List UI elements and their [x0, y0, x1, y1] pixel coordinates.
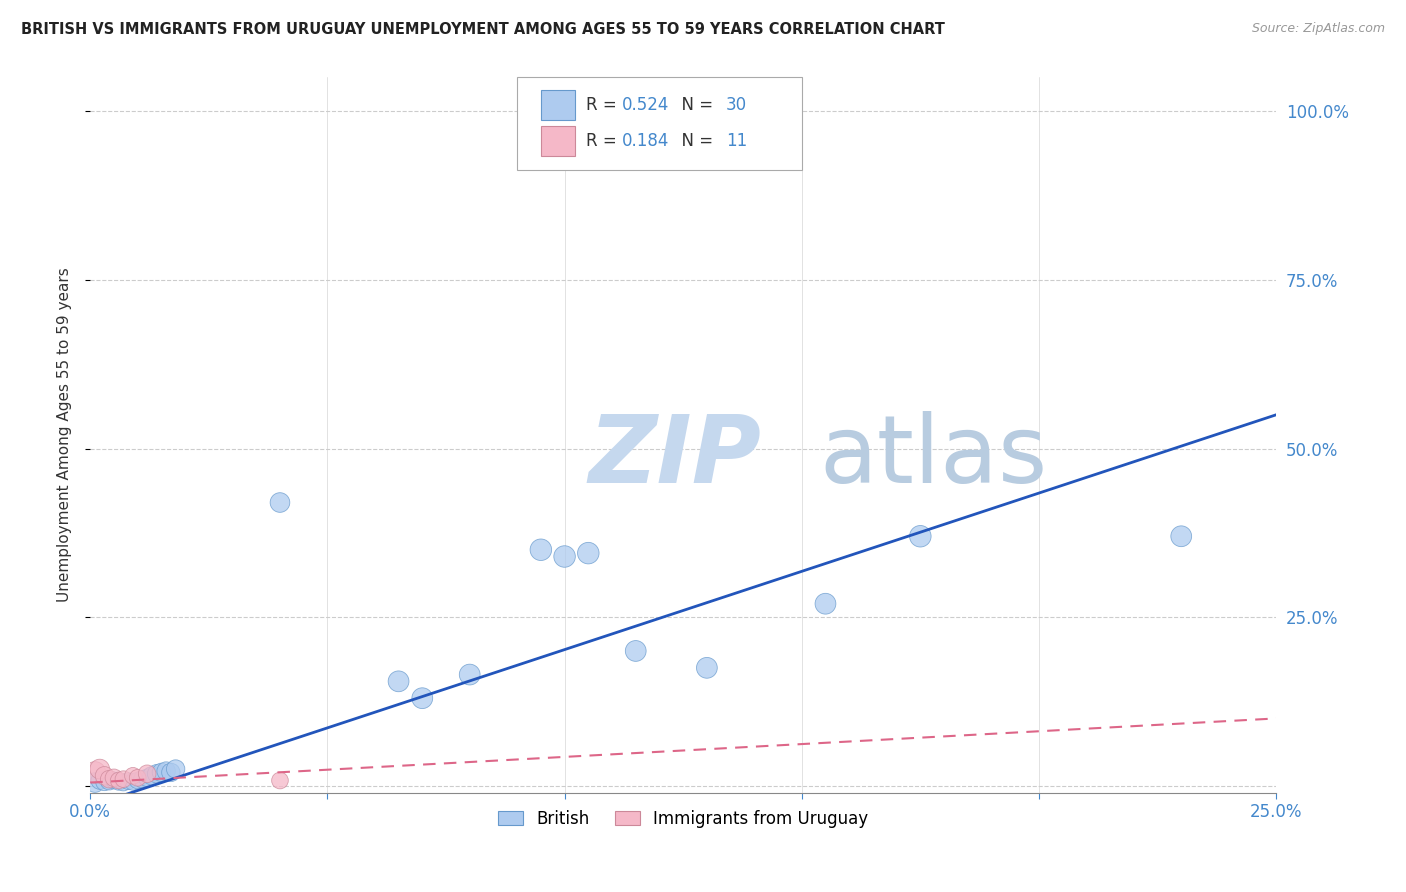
- Point: [98, 772, 121, 786]
- Point: [84, 765, 107, 780]
- Point: [127, 773, 149, 788]
- Point: [155, 764, 177, 778]
- Text: 11: 11: [725, 132, 747, 150]
- Text: atlas: atlas: [820, 410, 1047, 502]
- Point: [127, 771, 149, 785]
- Point: [93, 775, 115, 789]
- Text: R =: R =: [586, 96, 621, 114]
- FancyBboxPatch shape: [541, 126, 575, 156]
- Legend: British, Immigrants from Uruguay: British, Immigrants from Uruguay: [492, 803, 875, 834]
- Text: ZIP: ZIP: [588, 410, 761, 502]
- FancyBboxPatch shape: [517, 78, 801, 170]
- Point: [89, 773, 111, 788]
- Point: [84, 775, 107, 789]
- Y-axis label: Unemployment Among Ages 55 to 59 years: Unemployment Among Ages 55 to 59 years: [58, 268, 72, 602]
- Point: [103, 771, 125, 785]
- Text: 0.184: 0.184: [621, 132, 669, 150]
- Point: [576, 546, 599, 560]
- Point: [103, 773, 125, 788]
- Point: [150, 765, 173, 780]
- Point: [624, 644, 647, 658]
- Point: [112, 772, 135, 786]
- Text: N =: N =: [671, 132, 724, 150]
- Point: [458, 667, 481, 681]
- Point: [117, 774, 139, 789]
- Text: 30: 30: [725, 96, 747, 114]
- Point: [387, 674, 409, 689]
- Point: [1170, 529, 1192, 543]
- Point: [112, 775, 135, 789]
- Point: [136, 766, 159, 780]
- Text: 0.524: 0.524: [621, 96, 669, 114]
- Text: BRITISH VS IMMIGRANTS FROM URUGUAY UNEMPLOYMENT AMONG AGES 55 TO 59 YEARS CORREL: BRITISH VS IMMIGRANTS FROM URUGUAY UNEMP…: [21, 22, 945, 37]
- Point: [269, 495, 291, 509]
- Point: [696, 661, 718, 675]
- Point: [136, 771, 159, 785]
- Point: [269, 773, 291, 788]
- Point: [93, 769, 115, 783]
- Point: [814, 597, 837, 611]
- Point: [910, 529, 932, 543]
- Point: [122, 769, 145, 783]
- Point: [98, 774, 121, 789]
- Point: [530, 542, 553, 557]
- Point: [411, 691, 433, 706]
- Point: [165, 762, 187, 776]
- Point: [141, 769, 163, 783]
- Text: R =: R =: [586, 132, 627, 150]
- Text: N =: N =: [671, 96, 718, 114]
- Point: [122, 775, 145, 789]
- Point: [107, 773, 129, 788]
- Point: [160, 765, 183, 780]
- Text: Source: ZipAtlas.com: Source: ZipAtlas.com: [1251, 22, 1385, 36]
- Point: [89, 762, 111, 776]
- Point: [107, 775, 129, 789]
- Point: [145, 766, 167, 780]
- Point: [131, 772, 153, 786]
- FancyBboxPatch shape: [541, 90, 575, 120]
- Point: [554, 549, 576, 564]
